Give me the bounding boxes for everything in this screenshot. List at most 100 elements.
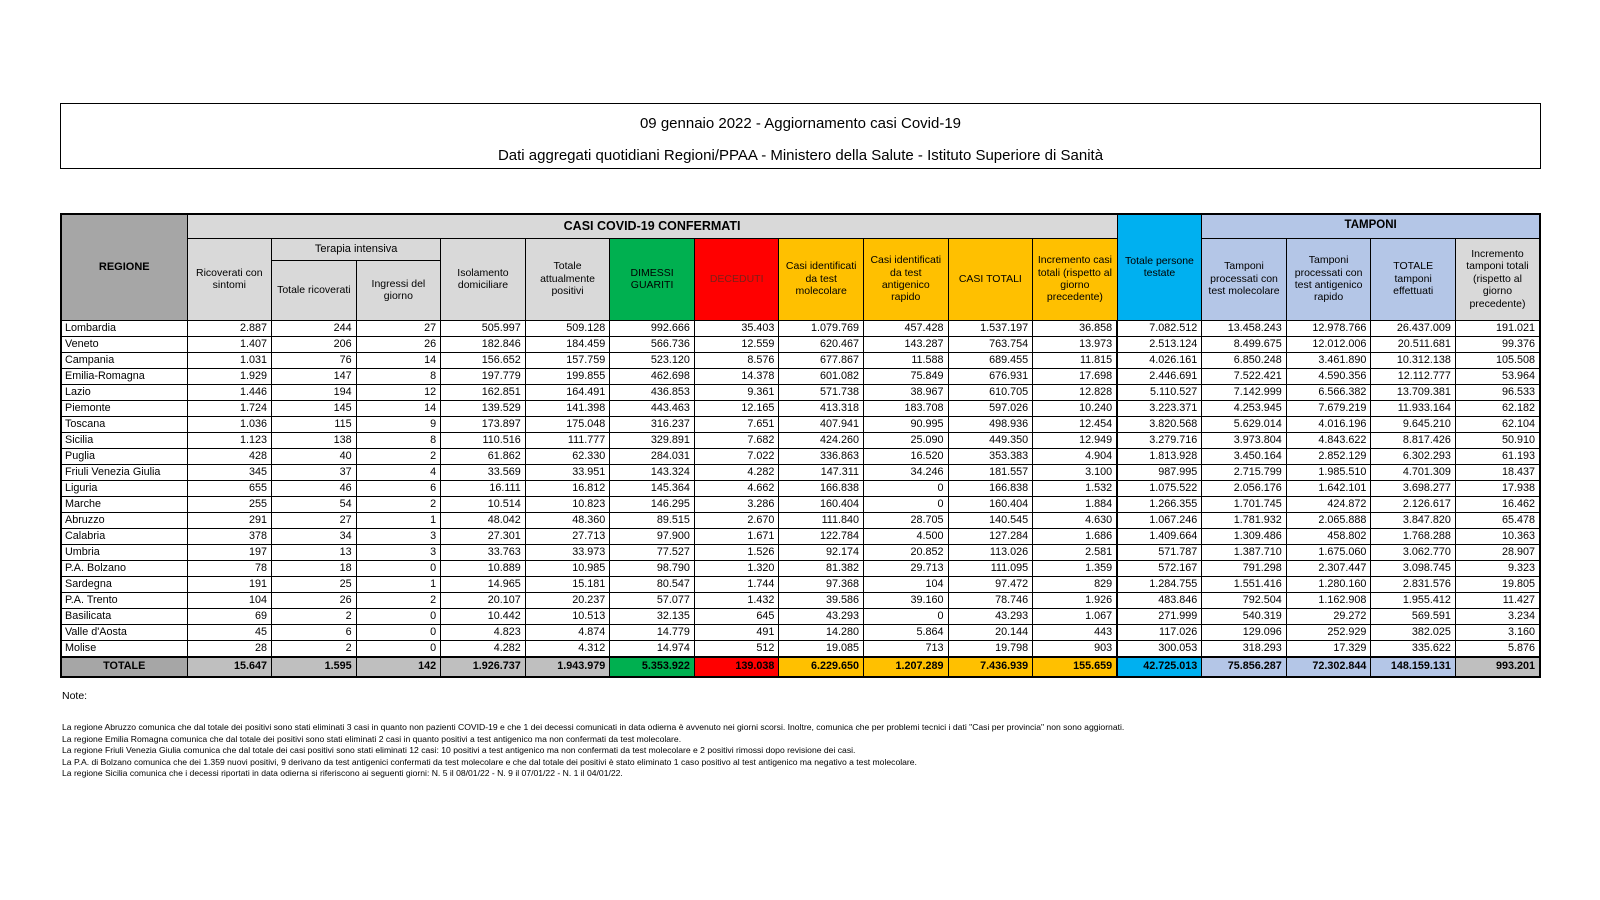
col-header-isolamento-domiciliare: Isolamento domiciliare xyxy=(440,237,526,321)
value-cell: 3.461.890 xyxy=(1285,351,1372,369)
col-header-totale-ricoverati: Totale ricoverati xyxy=(271,259,357,321)
value-cell: 7.522.421 xyxy=(1201,367,1287,385)
value-cell: 19.085 xyxy=(778,639,864,657)
value-cell: 1.701.745 xyxy=(1201,495,1287,513)
group-header-tamponi: TAMPONI xyxy=(1201,213,1541,239)
value-cell: 164.491 xyxy=(524,383,611,401)
value-cell: 5.864 xyxy=(863,623,949,641)
value-cell: 25.090 xyxy=(863,431,949,449)
value-cell: 157.759 xyxy=(524,351,611,369)
table-row: Liguria 655 46 6 16.111 16.812 145.364 4.662 166… xyxy=(60,479,1541,497)
region-name: Marche xyxy=(60,495,188,513)
region-name: Veneto xyxy=(60,335,188,353)
value-cell: 300.053 xyxy=(1116,639,1203,657)
value-cell: 491 xyxy=(693,623,780,641)
value-cell: 335.622 xyxy=(1370,639,1456,657)
value-cell: 14.280 xyxy=(778,623,864,641)
note-line: La regione Sicilia comunica che i decess… xyxy=(62,768,623,778)
value-cell: 7.142.999 xyxy=(1201,383,1287,401)
value-cell: 39.160 xyxy=(863,591,949,609)
value-cell: 14.378 xyxy=(693,367,780,385)
value-cell: 7.436.939 xyxy=(947,656,1034,677)
value-cell: 20.107 xyxy=(440,591,526,609)
value-cell: 34 xyxy=(271,527,357,545)
table-row: Campania 1.031 76 14 156.652 157.759 523.120 8.… xyxy=(60,351,1541,369)
value-cell: 378 xyxy=(186,527,273,545)
value-cell: 903 xyxy=(1032,639,1118,657)
value-cell: 284.031 xyxy=(609,447,695,465)
value-cell: 1.266.355 xyxy=(1116,495,1203,513)
value-cell: 424.872 xyxy=(1285,495,1372,513)
value-cell: 81.382 xyxy=(778,559,864,577)
value-cell: 382.025 xyxy=(1370,623,1456,641)
value-cell: 6.229.650 xyxy=(778,656,864,677)
value-cell: 5.353.922 xyxy=(609,656,695,677)
value-cell: 4.701.309 xyxy=(1370,463,1456,481)
value-cell: 3.279.716 xyxy=(1116,431,1203,449)
value-cell: 10.240 xyxy=(1032,399,1118,417)
region-name: Friuli Venezia Giulia xyxy=(60,463,188,481)
value-cell: 523.120 xyxy=(609,351,695,369)
value-cell: 141.398 xyxy=(524,399,611,417)
report-subtitle: Dati aggregati quotidiani Regioni/PPAA -… xyxy=(497,147,1104,164)
value-cell: 76 xyxy=(271,351,357,369)
value-cell: 483.846 xyxy=(1116,591,1203,609)
value-cell: 62.182 xyxy=(1454,399,1541,417)
value-cell: 18.437 xyxy=(1454,463,1541,481)
value-cell: 4.874 xyxy=(524,623,611,641)
value-cell: 36.858 xyxy=(1032,319,1118,337)
value-cell: 791.298 xyxy=(1201,559,1287,577)
value-cell: 12.828 xyxy=(1032,383,1118,401)
value-cell: 12.012.006 xyxy=(1285,335,1372,353)
value-cell: 17.329 xyxy=(1285,639,1372,657)
value-cell: 597.026 xyxy=(947,399,1034,417)
value-cell: 38.967 xyxy=(863,383,949,401)
value-cell: 10.823 xyxy=(524,495,611,513)
value-cell: 90.995 xyxy=(863,415,949,433)
value-cell: 145.364 xyxy=(609,479,695,497)
value-cell: 1.675.060 xyxy=(1285,543,1372,561)
value-cell: 199.855 xyxy=(524,367,611,385)
value-cell: 111.840 xyxy=(778,511,864,529)
value-cell: 117.026 xyxy=(1116,623,1203,641)
value-cell: 27 xyxy=(271,511,357,529)
value-cell: 14.779 xyxy=(609,623,695,641)
value-cell: 424.260 xyxy=(778,431,864,449)
region-name: Molise xyxy=(60,639,188,657)
value-cell: 5.876 xyxy=(1454,639,1541,657)
value-cell: 457.428 xyxy=(863,319,949,337)
value-cell: 10.514 xyxy=(440,495,526,513)
region-name: Valle d'Aosta xyxy=(60,623,188,641)
value-cell: 571.787 xyxy=(1116,543,1203,561)
value-cell: 111.777 xyxy=(524,431,611,449)
value-cell: 1.284.755 xyxy=(1116,575,1203,593)
region-name: Sardegna xyxy=(60,575,188,593)
value-cell: 17.698 xyxy=(1032,367,1118,385)
value-cell: 3.698.277 xyxy=(1370,479,1456,497)
value-cell: 5.629.014 xyxy=(1201,415,1287,433)
value-cell: 139.038 xyxy=(693,656,780,677)
value-cell: 6.850.248 xyxy=(1201,351,1287,369)
value-cell: 1.781.932 xyxy=(1201,511,1287,529)
value-cell: 160.404 xyxy=(947,495,1034,513)
value-cell: 45 xyxy=(186,623,273,641)
value-cell: 39.586 xyxy=(778,591,864,609)
note-line: La regione Emilia Romagna comunica che d… xyxy=(62,733,682,744)
value-cell: 20.511.681 xyxy=(1370,335,1456,353)
col-header-persone-testate: Totale persone testate xyxy=(1116,213,1203,321)
value-cell: 33.951 xyxy=(524,463,611,481)
value-cell: 184.459 xyxy=(524,335,611,353)
table-row: Puglia 428 40 2 61.862 62.330 284.031 7.022 336.… xyxy=(60,447,1541,465)
value-cell: 13.973 xyxy=(1032,335,1118,353)
region-name: Emilia-Romagna xyxy=(60,367,188,385)
value-cell: 1 xyxy=(355,575,442,593)
value-cell: 3.100 xyxy=(1032,463,1118,481)
value-cell: 147.311 xyxy=(778,463,864,481)
value-cell: 0 xyxy=(863,607,949,625)
region-name: Abruzzo xyxy=(60,511,188,529)
value-cell: 148.159.131 xyxy=(1370,656,1456,677)
region-name: Basilicata xyxy=(60,607,188,625)
value-cell: 4.662 xyxy=(693,479,780,497)
col-header-casi-test-antigenico: Casi identificati da test antigenico rap… xyxy=(863,237,949,321)
